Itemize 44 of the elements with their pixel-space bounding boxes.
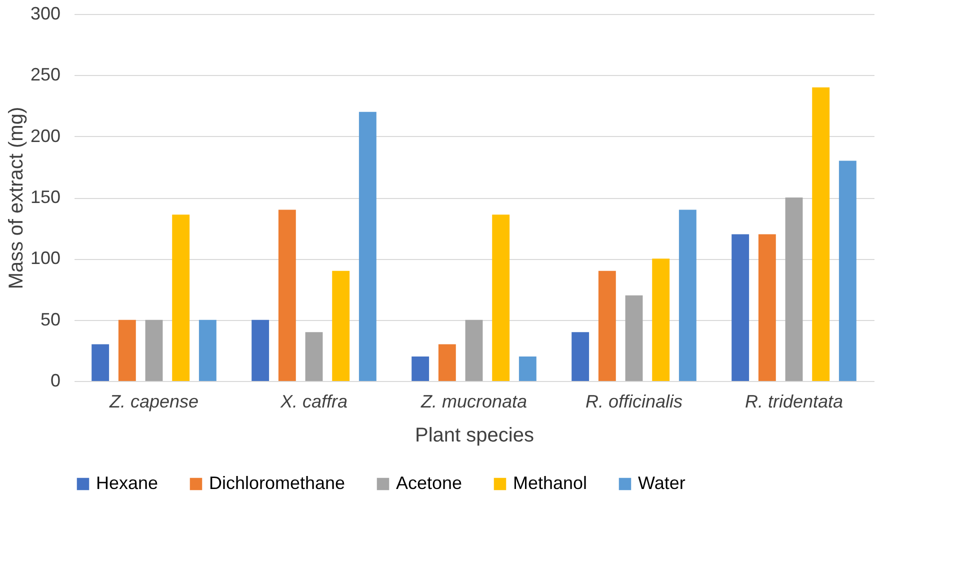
bar [465,320,483,381]
bar [812,87,830,381]
y-axis-title: Mass of extract (mg) [5,106,28,290]
y-tick-label: 150 [30,187,60,207]
legend-label: Methanol [513,473,588,493]
y-tick-label: 200 [30,126,60,146]
x-tick-label: X. caffra [279,392,348,412]
bar [838,160,856,381]
bar [358,112,376,381]
y-tick-label: 300 [30,4,60,24]
bar [652,258,670,381]
bar [785,198,803,381]
bar [518,356,536,381]
bar [598,270,616,381]
bar [252,320,270,381]
bar [305,332,323,381]
y-tick-label: 50 [40,309,60,330]
bar [758,234,776,381]
bar [118,320,136,381]
bar [572,332,590,381]
bar [732,234,750,381]
y-tick-label: 250 [30,64,60,85]
x-tick-label: R. tridentata [744,392,844,412]
legend-label: Acetone [396,473,462,493]
bar [678,210,696,381]
legend-label: Dichloromethane [209,473,346,493]
y-tick-label: 0 [50,370,60,390]
x-tick-label: Z. mucronata [420,392,528,412]
bar [145,320,163,381]
legend-label: Water [638,473,686,493]
legend-label: Hexane [96,473,158,493]
bar [332,270,350,381]
bar [278,210,296,381]
bar [92,344,110,381]
bar [438,344,456,381]
x-tick-label: R. officinalis [585,392,683,412]
y-tick-label: 100 [30,248,60,268]
bar [625,295,643,381]
x-axis-title: Plant species [415,424,534,446]
bar [492,214,510,381]
bar [412,356,430,381]
x-tick-label: Z. capense [108,392,199,412]
bar [198,320,216,381]
bar [172,214,190,381]
